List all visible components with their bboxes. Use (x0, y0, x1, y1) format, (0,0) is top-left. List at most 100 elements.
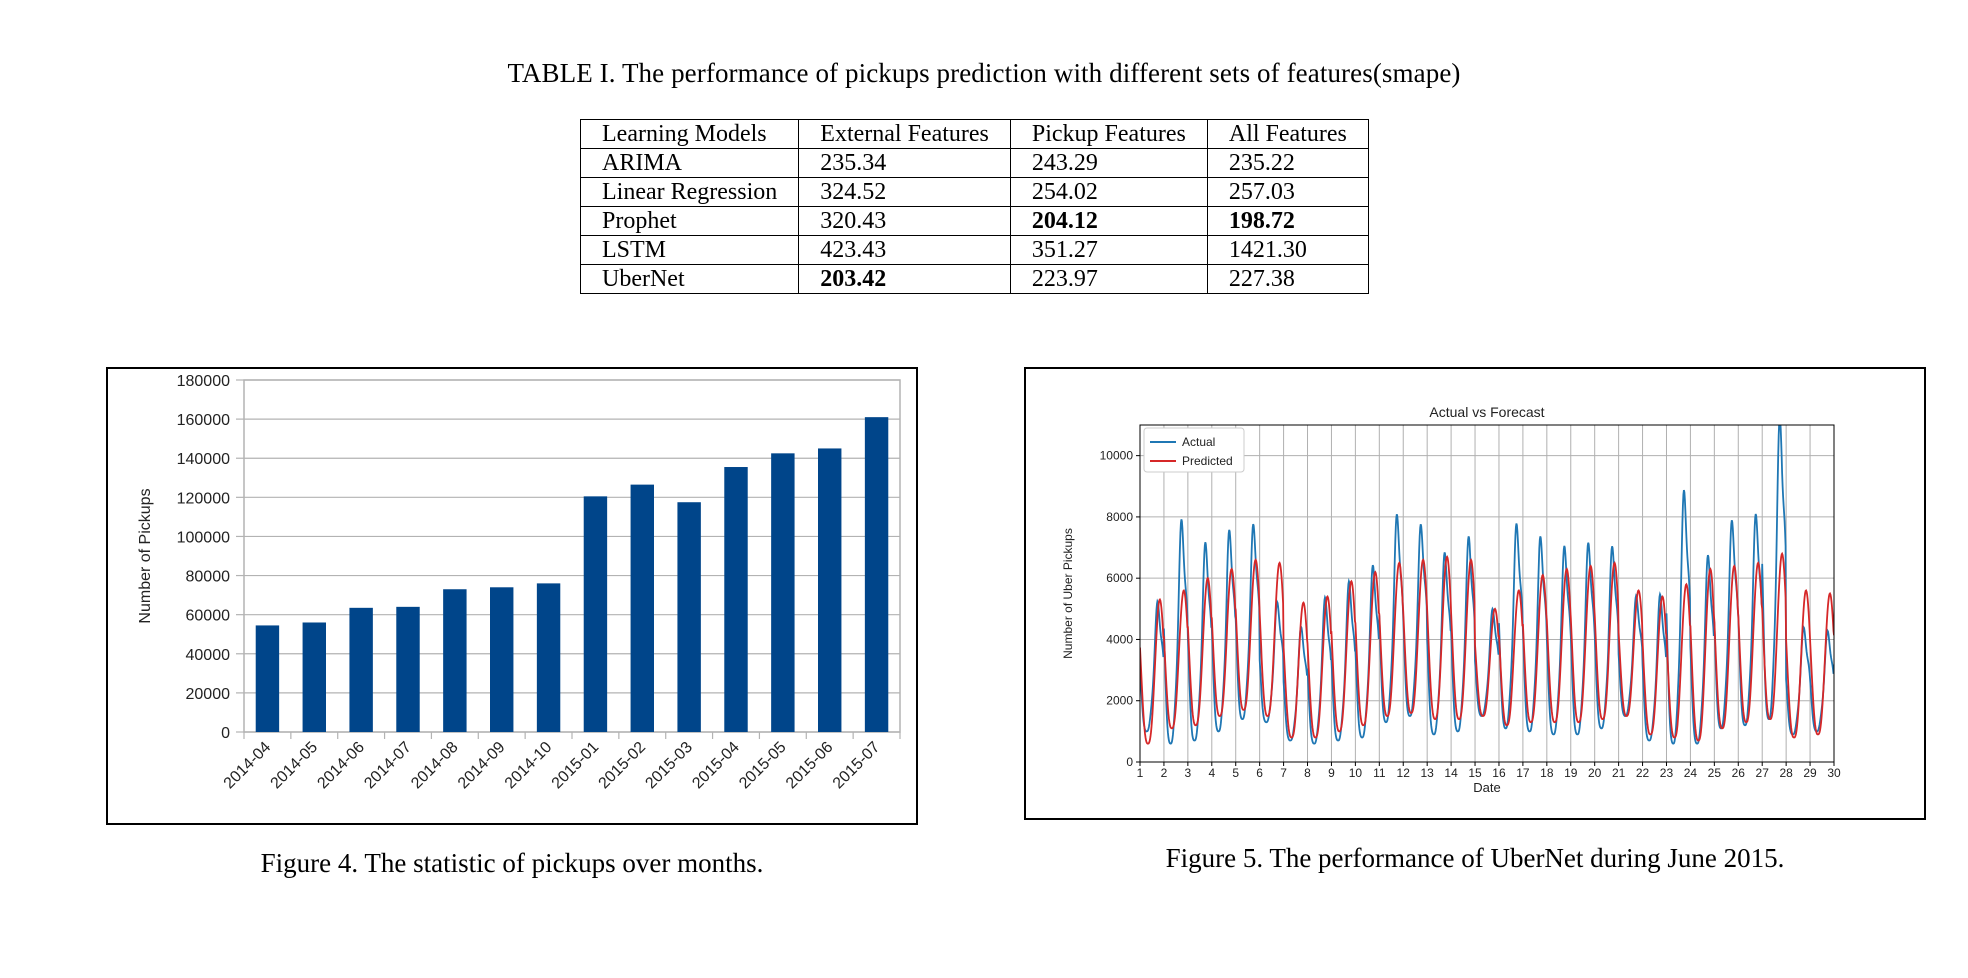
legend-label: Actual (1182, 435, 1215, 449)
table-row: LSTM 423.43 351.27 1421.30 (579, 235, 1369, 265)
x-tick-label: 19 (1564, 766, 1578, 780)
x-tick-label: 21 (1612, 766, 1626, 780)
bar (818, 448, 842, 732)
table-row: ARIMA 235.34 243.29 235.22 (579, 148, 1369, 178)
model-cell: ARIMA (579, 148, 800, 178)
y-tick-label: 100000 (177, 529, 230, 546)
plot-area (1139, 424, 1835, 763)
x-tick-label: 2014-09 (455, 739, 509, 793)
y-tick-label: 4000 (1106, 632, 1133, 646)
legend: Actual Predicted (1143, 427, 1245, 473)
table-header-row: Learning Models External Features Pickup… (579, 119, 1369, 149)
legend-label: Predicted (1182, 454, 1233, 468)
x-tick-label: 7 (1280, 766, 1287, 780)
x-tick-label: 29 (1803, 766, 1817, 780)
external-features-cell: 203.42 (798, 264, 1011, 294)
table-row: UberNet 203.42 223.97 227.38 (579, 264, 1369, 294)
table-row: Prophet 320.43 204.12 198.72 (579, 206, 1369, 236)
bar (724, 467, 748, 732)
x-tick-label: 2014-05 (268, 739, 322, 793)
pickups-bar-chart: 0 20000 40000 60000 80000 100000 120000 140000 1… (137, 373, 901, 793)
x-tick-label: 15 (1468, 766, 1482, 780)
pickup-features-cell: 254.02 (1009, 177, 1208, 207)
model-cell: Linear Regression (579, 177, 800, 207)
x-tick-label: 10 (1349, 766, 1363, 780)
external-features-cell: 235.34 (798, 148, 1011, 178)
model-cell: LSTM (579, 235, 800, 265)
model-cell: Prophet (579, 206, 800, 236)
x-tick-label: 2015-02 (596, 739, 650, 793)
x-tick-label: 6 (1256, 766, 1263, 780)
pickup-features-cell: 351.27 (1009, 235, 1208, 265)
x-tick-label: 25 (1708, 766, 1722, 780)
y-tick-label: 6000 (1106, 571, 1133, 585)
header-all-features: All Features (1206, 119, 1369, 149)
pickup-features-cell: 243.29 (1009, 148, 1208, 178)
header-external-features: External Features (798, 119, 1011, 149)
bar (864, 417, 889, 732)
x-tick-label: 2 (1161, 766, 1168, 780)
x-tick-label: 2014-10 (502, 739, 556, 793)
results-table: Learning Models External Features Pickup… (579, 119, 1369, 294)
bar (536, 583, 561, 732)
x-tick-label: 14 (1444, 766, 1458, 780)
bar (396, 606, 420, 732)
x-tick-label: 2015-05 (736, 739, 790, 793)
external-features-cell: 324.52 (798, 177, 1011, 207)
x-tick-label: 23 (1660, 766, 1674, 780)
bar (490, 587, 514, 732)
y-tick-label: 140000 (177, 451, 230, 468)
x-tick-label: 24 (1684, 766, 1698, 780)
x-tick-label: 4 (1208, 766, 1215, 780)
table-row: Linear Regression 324.52 254.02 257.03 (579, 177, 1369, 207)
x-tick-label: 2014-06 (314, 739, 368, 793)
all-features-cell: 1421.30 (1206, 235, 1369, 265)
x-tick-label: 9 (1328, 766, 1335, 780)
x-tick-label: 27 (1756, 766, 1770, 780)
y-tick-label: 8000 (1106, 510, 1133, 524)
figure-4-caption: Figure 4. The statistic of pickups over … (260, 848, 764, 878)
bar (630, 484, 654, 732)
table-title: TABLE I. The performance of pickups pred… (507, 58, 1461, 88)
x-tick-label: 12 (1397, 766, 1411, 780)
bar (771, 453, 795, 732)
x-tick-label: 1 (1137, 766, 1144, 780)
y-tick-label: 120000 (177, 490, 230, 507)
x-tick-label: 2014-07 (361, 739, 415, 793)
actual-vs-forecast-chart: 1 2 3 4 5 6 7 8 9 10 11 12 13 14 15 16 17 18 19 20 21 22 23 24 2… (1061, 404, 1841, 795)
x-tick-label: 2015-06 (783, 739, 837, 793)
x-tick-label: 3 (1185, 766, 1192, 780)
all-features-cell: 257.03 (1206, 177, 1369, 207)
x-tick-label: 2015-07 (830, 739, 884, 793)
x-axis-label: Date (1473, 780, 1500, 795)
y-tick-label: 160000 (177, 412, 230, 429)
model-cell: UberNet (579, 264, 800, 294)
header-learning-models: Learning Models (579, 119, 800, 149)
y-tick-label: 0 (221, 725, 230, 742)
pickup-features-cell: 223.97 (1009, 264, 1208, 294)
x-tick-label: 20 (1588, 766, 1602, 780)
x-tick-label: 5 (1232, 766, 1239, 780)
y-tick-label: 0 (1126, 755, 1133, 769)
x-tick-label: 2015-04 (689, 739, 743, 793)
y-axis-label: Number of Pickups (137, 488, 154, 623)
x-tick-label: 17 (1516, 766, 1530, 780)
x-tick-label: 11 (1373, 766, 1386, 780)
figure-4-frame: 0 20000 40000 60000 80000 100000 120000 140000 1… (106, 367, 918, 825)
x-tick-label: 30 (1827, 766, 1841, 780)
bar (255, 625, 280, 732)
plot-area (243, 379, 901, 733)
y-tick-label: 60000 (186, 608, 231, 625)
external-features-cell: 423.43 (798, 235, 1011, 265)
x-tick-label: 22 (1636, 766, 1650, 780)
y-axis-label: Number of Uber Pickups (1061, 528, 1075, 659)
header-pickup-features: Pickup Features (1009, 119, 1208, 149)
y-tick-label: 10000 (1100, 449, 1134, 463)
y-tick-label: 80000 (186, 569, 231, 586)
x-tick-label: 13 (1420, 766, 1434, 780)
x-tick-label: 8 (1304, 766, 1311, 780)
bar (349, 607, 373, 732)
x-tick-label: 2015-01 (549, 739, 603, 793)
all-features-cell: 227.38 (1206, 264, 1369, 294)
chart-title: Actual vs Forecast (1429, 404, 1544, 420)
